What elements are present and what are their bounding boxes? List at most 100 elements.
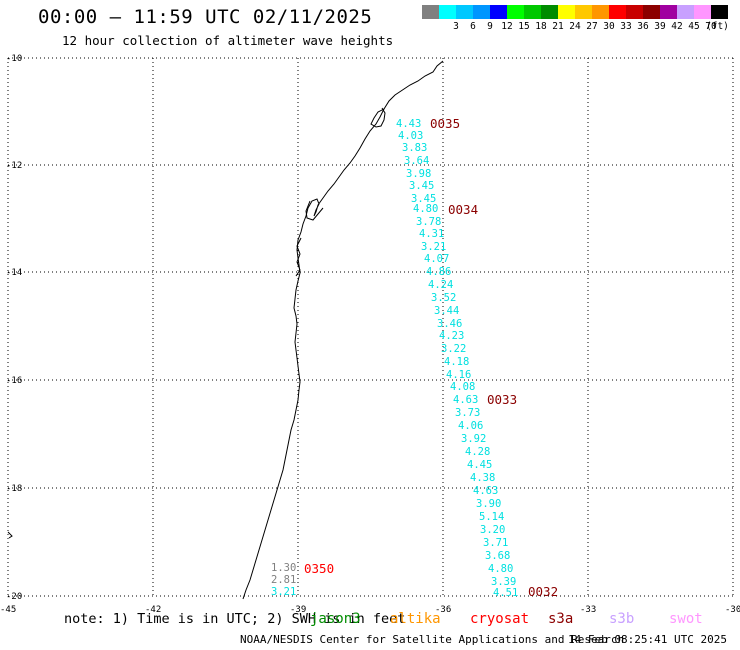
swh-value: 3.68 [485,550,511,562]
edge-marker [7,531,13,539]
swh-value: 4.63 [453,394,479,406]
swh-value: 3.44 [434,305,460,317]
swh-value: 3.98 [406,168,432,180]
legend-swatch [575,5,592,19]
swh-value: 4.43 [396,118,422,130]
swh-value: 3.21 [271,586,297,598]
lat-tick-label: -20 [6,592,22,602]
lon-tick-label: -30 [725,605,740,615]
swh-value: 4.16 [446,369,472,381]
legend-swatch-label: 45 [688,21,700,32]
legend-swatch-label: 12 [501,21,513,32]
legend-swatch-label: 42 [671,21,683,32]
mission-altika: altika [390,611,441,627]
lat-tick-label: -16 [6,376,22,386]
swh-value: 3.45 [411,193,437,205]
swh-value: 4.28 [465,446,491,458]
legend-swatch-label: 33 [620,21,632,32]
pass-time-label: 0350 [304,561,335,576]
legend-swatch [422,5,439,19]
coastline [242,60,444,600]
legend-swatch-label: 36 [637,21,649,32]
swh-value: 4.45 [467,459,493,471]
swh-value: 4.80 [488,563,514,575]
swh-value: 3.71 [483,537,509,549]
swh-value: 4.07 [424,253,450,265]
swh-value: 4.08 [450,381,476,393]
legend-swatch [609,5,626,19]
lat-tick-label: -12 [6,161,22,171]
lon-tick-label: -39 [290,605,306,615]
map-grid: -45 -42 -39 -36 -33 -30 -10 -12 -14 -16 -18 -20 [0,54,740,615]
legend-swatch [643,5,660,19]
legend-swatch [439,5,456,19]
lon-tick-label: -36 [435,605,451,615]
legend-swatch [524,5,541,19]
swh-value: 4.51 [493,587,519,599]
legend-swatch [626,5,643,19]
legend-swatch-label: 15 [518,21,530,32]
swh-value: 5.14 [479,511,505,523]
swh-value: 3.22 [441,343,467,355]
mission-s3b: s3b [609,611,635,627]
legend-swatch-label: 9 [487,21,493,32]
swh-value: 2.81 [271,574,297,586]
legend-swatch [490,5,507,19]
swh-value: 3.78 [416,216,442,228]
mission-s3a: s3a [548,611,574,627]
swh-value: 4.23 [439,330,465,342]
legend-swatch [473,5,490,19]
swh-value: 4.18 [444,356,470,368]
pass-time-label: 0035 [430,116,461,131]
swh-value: 4.24 [428,279,454,291]
credit-line: NOAA/NESDIS Center for Satellite Applica… [240,633,625,646]
swh-value: 1.30 [271,562,297,574]
pass-time-label: 0033 [487,392,518,407]
legend-swatch-label: 6 [470,21,476,32]
swh-value: 4.63 [473,485,499,497]
swh-value: 4.38 [470,472,496,484]
swh-value: 3.90 [476,498,502,510]
page-title: 00:00 – 11:59 UTC 02/11/2025 [38,6,373,28]
legend-swatch [677,5,694,19]
pass-time-label: 0034 [448,202,479,217]
mission-jason3: jason3 [310,611,361,627]
lat-tick-label: -10 [6,54,22,64]
legend-swatch [456,5,473,19]
legend-unit: (ft) [706,21,729,32]
swh-value: 3.64 [404,155,430,167]
legend-swatch [694,5,711,19]
legend-swatch [507,5,524,19]
legend-swatch-label: 3 [453,21,459,32]
coastline-inlet [295,107,386,277]
swh-value: 4.03 [398,130,424,142]
footnote: note: 1) Time is in UTC; 2) SWH is in fe… [64,611,406,627]
legend-swatch [558,5,575,19]
pass-time-label: 0032 [528,584,559,599]
swh-value: 3.39 [491,576,517,588]
page-subtitle: 12 hour collection of altimeter wave hei… [62,33,394,48]
lon-tick-label: -33 [580,605,596,615]
swh-value: 3.45 [409,180,435,192]
legend-swatch-label: 39 [654,21,666,32]
swh-value: 3.21 [421,241,447,253]
legend-swatch-label: 30 [603,21,615,32]
legend-swatch [711,5,728,19]
mission-cryosat: cryosat [470,611,530,627]
legend-swatch-label: 27 [586,21,598,32]
swh-value: 3.83 [402,142,428,154]
legend-swatch-label: 70 [705,21,717,32]
lon-tick-label: -45 [0,605,16,615]
swh-value: 3.73 [455,407,481,419]
swh-value: 4.86 [426,266,452,278]
legend-swatch-label: 24 [569,21,581,32]
mission-swot: swot [669,611,703,627]
lat-tick-label: -14 [6,268,22,278]
swh-value: 3.92 [461,433,487,445]
swh-value: 4.80 [413,203,439,215]
generated-timestamp: 14 Feb 08:25:41 UTC 2025 [568,633,727,646]
swh-value: 3.52 [431,292,457,304]
swh-value: 4.31 [419,228,445,240]
